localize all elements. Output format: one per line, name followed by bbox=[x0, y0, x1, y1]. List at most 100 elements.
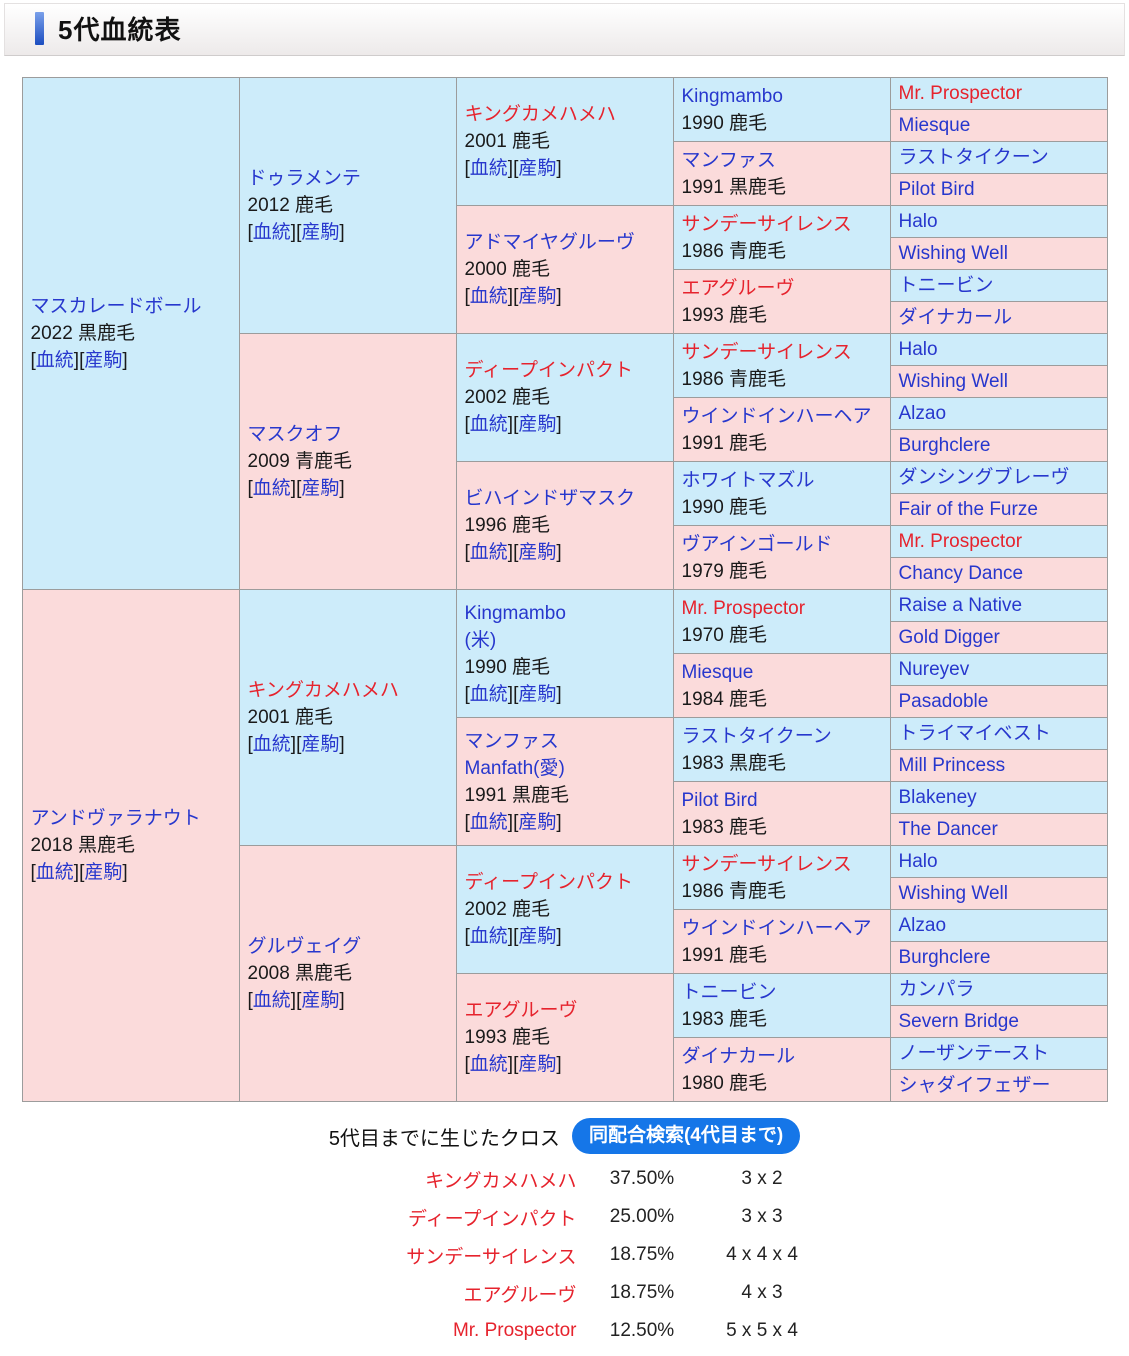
bracket: [ bbox=[30, 350, 36, 371]
horse-link[interactable]: サンデーサイレンス bbox=[681, 213, 852, 235]
horse-link[interactable]: ウインドインハーヘア bbox=[681, 405, 872, 427]
blood-link[interactable]: 血統 bbox=[35, 350, 74, 371]
horse-link[interactable]: Halo bbox=[898, 339, 938, 360]
horse-link[interactable]: トニービン bbox=[898, 275, 994, 296]
horse-link[interactable]: Mill Princess bbox=[898, 755, 1006, 776]
horse-link[interactable]: ヴアインゴールド bbox=[681, 533, 833, 555]
horse-link[interactable]: Alzao bbox=[898, 403, 947, 424]
horse-link[interactable]: ラストタイクーン bbox=[681, 725, 832, 747]
horse-link[interactable]: マスカレードボール bbox=[30, 296, 202, 317]
horse-link[interactable]: Pilot Bird bbox=[898, 179, 975, 200]
blood-link[interactable]: 血統 bbox=[469, 286, 508, 307]
horse-link[interactable]: マスクオフ bbox=[247, 424, 343, 445]
horse-link[interactable]: エアグルーヴ bbox=[464, 1000, 578, 1021]
pedigree-cell-g5-1: Miesque bbox=[889, 109, 1108, 142]
horse-link[interactable]: ダンシングブレーヴ bbox=[898, 467, 1070, 488]
horse-link[interactable]: Severn Bridge bbox=[898, 1011, 1019, 1032]
horse-link[interactable]: ノーザンテースト bbox=[898, 1043, 1050, 1064]
horse-link[interactable]: Gold Digger bbox=[898, 627, 1000, 648]
horse-link[interactable]: Mr. Prospector bbox=[681, 597, 806, 619]
horse-link[interactable]: シャダイフェザー bbox=[898, 1075, 1051, 1096]
offspring-link[interactable]: 産駒 bbox=[518, 811, 557, 833]
pedigree-cell-g5-25: Wishing Well bbox=[889, 877, 1108, 910]
horse-link[interactable]: サンデーサイレンス bbox=[681, 853, 852, 875]
horse-link[interactable]: Nureyev bbox=[898, 659, 970, 680]
horse-link[interactable]: Pilot Bird bbox=[681, 789, 758, 811]
horse-link[interactable]: ドゥラメンテ bbox=[247, 168, 361, 189]
blood-link[interactable]: 血統 bbox=[252, 990, 291, 1011]
horse-link[interactable]: エアグルーヴ bbox=[681, 277, 795, 299]
blood-link[interactable]: 血統 bbox=[469, 811, 508, 833]
horse-link[interactable]: ディープインパクト bbox=[464, 360, 634, 381]
horse-link[interactable]: Burghclere bbox=[898, 947, 991, 968]
horse-link[interactable]: アドマイヤグルーヴ bbox=[464, 232, 635, 253]
blood-link[interactable]: 血統 bbox=[252, 734, 291, 755]
horse-link[interactable]: マンファス bbox=[464, 730, 559, 752]
table-row: マスクオフ 2009 青鹿毛 [血統][産駒] ディープインパクト 2002 鹿… bbox=[22, 333, 1108, 590]
blood-link[interactable]: 血統 bbox=[469, 414, 508, 435]
horse-link[interactable]: Halo bbox=[898, 851, 938, 872]
horse-link[interactable]: キングカメハメハ bbox=[247, 680, 399, 701]
horse-link[interactable]: Wishing Well bbox=[898, 243, 1008, 264]
offspring-link[interactable]: 産駒 bbox=[301, 222, 340, 243]
horse-link[interactable]: Miesque bbox=[681, 661, 754, 683]
horse-link[interactable]: カンパラ bbox=[898, 979, 975, 1000]
horse-link[interactable]: ビハインドザマスク bbox=[464, 488, 636, 509]
horse-link[interactable]: Chancy Dance bbox=[898, 563, 1024, 584]
blood-link[interactable]: 血統 bbox=[469, 1054, 508, 1075]
horse-link[interactable]: ダイナカール bbox=[681, 1045, 796, 1067]
horse-link[interactable]: サンデーサイレンス bbox=[681, 341, 852, 363]
horse-link[interactable]: トニービン bbox=[681, 981, 777, 1003]
offspring-link[interactable]: 産駒 bbox=[518, 542, 557, 563]
offspring-link[interactable]: 産駒 bbox=[301, 990, 340, 1011]
horse-link[interactable]: Blakeney bbox=[898, 787, 977, 808]
blood-link[interactable]: 血統 bbox=[252, 478, 291, 499]
horse-year: 1991 黒鹿毛 bbox=[681, 176, 787, 198]
horse-link[interactable]: Burghclere bbox=[898, 435, 991, 456]
horse-link[interactable]: ダイナカール bbox=[898, 307, 1013, 328]
horse-link[interactable]: Wishing Well bbox=[898, 883, 1008, 904]
offspring-link[interactable]: 産駒 bbox=[301, 734, 340, 755]
offspring-link[interactable]: 産駒 bbox=[518, 683, 557, 705]
horse-link[interactable]: ホワイトマズル bbox=[681, 469, 815, 491]
same-mating-search-button[interactable]: 同配合検索(4代目まで) bbox=[571, 1118, 801, 1154]
horse-link[interactable]: グルヴェイグ bbox=[247, 936, 362, 957]
horse-link[interactable]: キングカメハメハ bbox=[464, 104, 616, 125]
blood-link[interactable]: 血統 bbox=[469, 158, 508, 179]
horse-link[interactable]: ラストタイクーン bbox=[898, 147, 1049, 168]
horse-link[interactable]: Wishing Well bbox=[898, 371, 1008, 392]
horse-link[interactable]: アンドヴァラナウト bbox=[30, 808, 201, 829]
offspring-link[interactable]: 産駒 bbox=[518, 286, 557, 307]
horse-link[interactable]: Pasadoble bbox=[898, 691, 989, 712]
blood-link[interactable]: 血統 bbox=[252, 222, 291, 243]
offspring-link[interactable]: 産駒 bbox=[84, 350, 123, 371]
blood-link[interactable]: 血統 bbox=[469, 926, 508, 947]
blood-link[interactable]: 血統 bbox=[35, 862, 74, 883]
pedigree-cell-g4-13: ウインドインハーヘア 1991 鹿毛 bbox=[672, 909, 891, 974]
offspring-link[interactable]: 産駒 bbox=[518, 414, 557, 435]
horse-link[interactable]: Fair of the Furze bbox=[898, 499, 1038, 520]
blood-link[interactable]: 血統 bbox=[469, 683, 508, 705]
horse-link[interactable]: Halo bbox=[898, 211, 938, 232]
offspring-link[interactable]: 産駒 bbox=[518, 158, 557, 179]
offspring-link[interactable]: 産駒 bbox=[518, 1054, 557, 1075]
horse-link[interactable]: Mr. Prospector bbox=[898, 83, 1023, 104]
horse-link[interactable]: マンファス bbox=[681, 149, 776, 171]
horse-link[interactable]: The Dancer bbox=[898, 819, 998, 840]
horse-link[interactable]: Raise a Native bbox=[898, 595, 1023, 616]
offspring-link[interactable]: 産駒 bbox=[518, 926, 557, 947]
horse-link[interactable]: ディープインパクト bbox=[464, 872, 634, 893]
horse-year: 1991 鹿毛 bbox=[681, 944, 768, 966]
blood-link[interactable]: 血統 bbox=[469, 542, 508, 563]
bracket: [ bbox=[247, 734, 253, 755]
horse-link[interactable]: Kingmambo bbox=[464, 602, 566, 624]
horse-link[interactable]: Kingmambo bbox=[681, 85, 783, 107]
horse-link[interactable]: Mr. Prospector bbox=[898, 531, 1023, 552]
offspring-link[interactable]: 産駒 bbox=[301, 478, 340, 499]
horse-link[interactable]: ウインドインハーヘア bbox=[681, 917, 872, 939]
horse-link[interactable]: Miesque bbox=[898, 115, 971, 136]
horse-link[interactable]: トライマイベスト bbox=[898, 723, 1051, 744]
bracket: [ bbox=[513, 542, 519, 563]
horse-link[interactable]: Alzao bbox=[898, 915, 947, 936]
offspring-link[interactable]: 産駒 bbox=[84, 862, 123, 883]
